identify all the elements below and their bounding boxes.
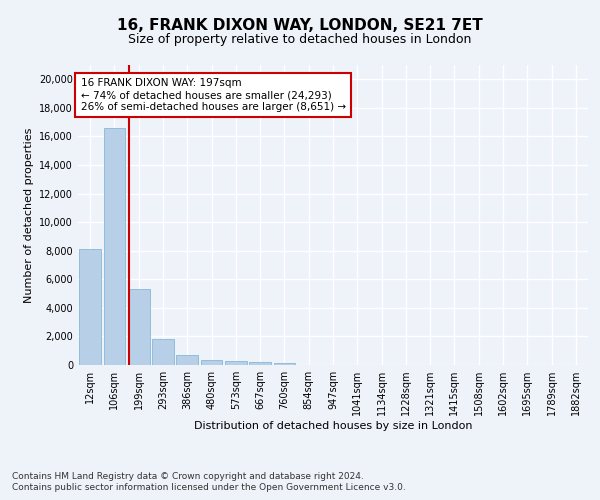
Bar	[274, 362, 295, 365]
Bar	[176, 356, 198, 365]
Bar	[104, 128, 125, 365]
Text: 16, FRANK DIXON WAY, LONDON, SE21 7ET: 16, FRANK DIXON WAY, LONDON, SE21 7ET	[117, 18, 483, 32]
Text: 16 FRANK DIXON WAY: 197sqm
← 74% of detached houses are smaller (24,293)
26% of : 16 FRANK DIXON WAY: 197sqm ← 74% of deta…	[80, 78, 346, 112]
Bar	[152, 338, 174, 365]
Bar	[128, 290, 149, 365]
X-axis label: Distribution of detached houses by size in London: Distribution of detached houses by size …	[194, 421, 472, 431]
Text: Contains public sector information licensed under the Open Government Licence v3: Contains public sector information licen…	[12, 484, 406, 492]
Bar	[79, 250, 101, 365]
Bar	[225, 361, 247, 365]
Text: Contains HM Land Registry data © Crown copyright and database right 2024.: Contains HM Land Registry data © Crown c…	[12, 472, 364, 481]
Text: Size of property relative to detached houses in London: Size of property relative to detached ho…	[128, 32, 472, 46]
Y-axis label: Number of detached properties: Number of detached properties	[24, 128, 34, 302]
Bar	[200, 360, 223, 365]
Bar	[249, 362, 271, 365]
